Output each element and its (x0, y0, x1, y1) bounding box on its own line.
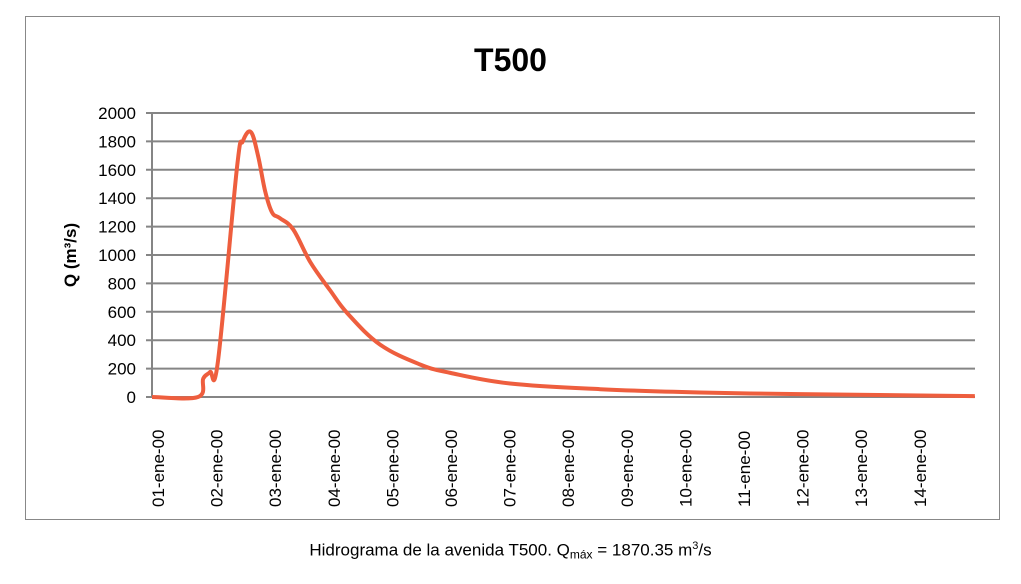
y-tick-label: 600 (108, 303, 136, 322)
x-tick-label: 01-ene-00 (149, 429, 168, 507)
chart-title: T500 (474, 42, 547, 78)
caption-text-2: = 1870.35 m (592, 540, 693, 560)
x-tick-label: 11-ene-00 (735, 431, 754, 507)
x-tick-label: 09-ene-00 (618, 429, 637, 507)
y-tick-label: 1400 (98, 189, 136, 208)
caption-suffix: /s (698, 540, 712, 560)
x-tick-label: 02-ene-00 (208, 429, 227, 507)
y-axis-label: Q (m³/s) (61, 223, 80, 287)
x-tick-label: 07-ene-00 (501, 429, 520, 507)
x-tick-label: 04-ene-00 (325, 429, 344, 507)
y-tick-label: 400 (108, 331, 136, 350)
x-tick-label: 10-ene-00 (676, 429, 695, 507)
y-tick-label: 200 (108, 360, 136, 379)
chart-frame (25, 16, 1000, 520)
figure-caption: Hidrograma de la avenida T500. Qmáx = 18… (0, 540, 1021, 562)
caption-text: Hidrograma de la avenida T500. Q (309, 540, 570, 560)
y-tick-label: 800 (108, 274, 136, 293)
y-tick-label: 1800 (98, 132, 136, 151)
y-tick-label: 1600 (98, 161, 136, 180)
x-tick-label: 05-ene-00 (383, 429, 402, 507)
caption-sub: máx (569, 547, 593, 562)
y-tick-label: 1200 (98, 218, 136, 237)
series-line-t500 (151, 129, 975, 401)
x-tick-label: 03-ene-00 (266, 429, 285, 507)
y-tick-label: 1000 (98, 246, 136, 265)
x-tick-label: 08-ene-00 (559, 429, 578, 507)
x-tick-label: 14-ene-00 (911, 429, 930, 507)
x-tick-label: 06-ene-00 (442, 429, 461, 507)
x-tick-label: 13-ene-00 (852, 429, 871, 507)
x-tick-label: 12-ene-00 (794, 429, 813, 507)
y-tick-label: 0 (127, 388, 136, 407)
caption-sup: 3 (692, 540, 699, 552)
y-tick-label: 2000 (98, 104, 136, 123)
